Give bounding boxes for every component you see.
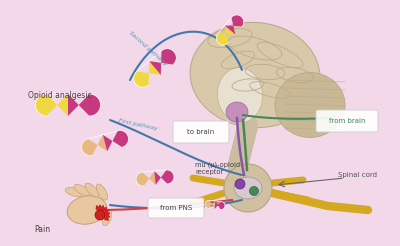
Ellipse shape bbox=[190, 22, 320, 128]
FancyBboxPatch shape bbox=[148, 198, 204, 218]
Ellipse shape bbox=[224, 164, 272, 212]
Ellipse shape bbox=[275, 73, 345, 138]
Ellipse shape bbox=[234, 177, 262, 199]
Text: Pain: Pain bbox=[34, 226, 50, 234]
Ellipse shape bbox=[218, 68, 262, 123]
Polygon shape bbox=[134, 61, 161, 87]
Polygon shape bbox=[136, 171, 156, 186]
Polygon shape bbox=[36, 94, 68, 116]
Ellipse shape bbox=[102, 210, 112, 226]
Text: from PNS: from PNS bbox=[160, 205, 192, 211]
Polygon shape bbox=[68, 94, 100, 116]
Ellipse shape bbox=[74, 184, 90, 196]
FancyBboxPatch shape bbox=[173, 121, 229, 143]
Text: First pathway: First pathway bbox=[118, 118, 158, 132]
Polygon shape bbox=[225, 15, 244, 34]
Text: Spinal cord: Spinal cord bbox=[338, 172, 378, 178]
Ellipse shape bbox=[95, 210, 105, 220]
Ellipse shape bbox=[226, 102, 248, 122]
Ellipse shape bbox=[85, 183, 99, 197]
Text: mu (μ)-opioid
receptor: mu (μ)-opioid receptor bbox=[195, 161, 240, 175]
Ellipse shape bbox=[65, 187, 83, 197]
Polygon shape bbox=[216, 26, 235, 45]
Polygon shape bbox=[154, 170, 174, 185]
Polygon shape bbox=[215, 201, 225, 210]
Text: Second pathway: Second pathway bbox=[128, 30, 168, 66]
Text: from brain: from brain bbox=[329, 118, 365, 124]
Polygon shape bbox=[82, 135, 107, 155]
Ellipse shape bbox=[235, 179, 245, 189]
Ellipse shape bbox=[67, 196, 107, 224]
Ellipse shape bbox=[96, 184, 108, 200]
Polygon shape bbox=[149, 49, 176, 75]
Polygon shape bbox=[103, 130, 128, 151]
Polygon shape bbox=[205, 200, 215, 209]
Text: to brain: to brain bbox=[187, 129, 215, 135]
Text: Opioid analgesic: Opioid analgesic bbox=[28, 91, 92, 99]
FancyBboxPatch shape bbox=[316, 110, 378, 132]
Ellipse shape bbox=[250, 186, 258, 196]
